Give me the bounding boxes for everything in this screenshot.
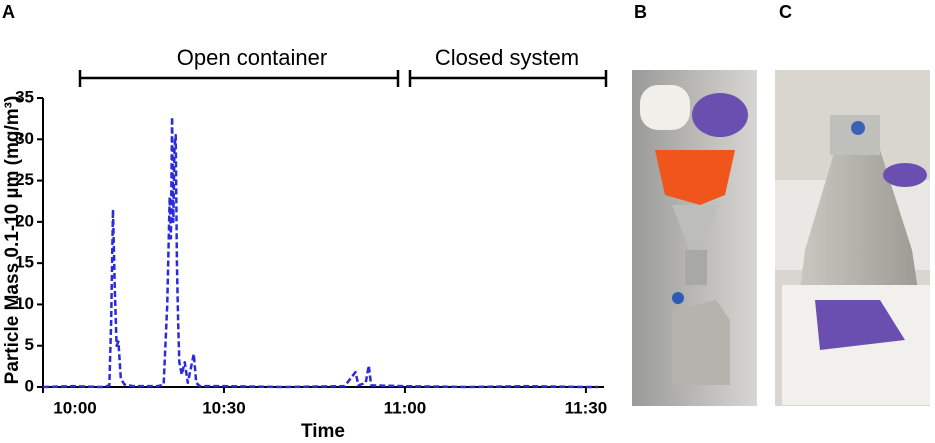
- panel-label: A: [2, 2, 15, 22]
- y-tick-label: 15: [15, 253, 34, 272]
- photo-c: [775, 70, 930, 406]
- y-tick-label: 35: [15, 87, 34, 106]
- x-axis-label: Time: [301, 421, 345, 442]
- x-tick-label: 10:30: [202, 398, 245, 417]
- panel-label: B: [634, 2, 647, 22]
- y-tick-label: 20: [15, 211, 34, 230]
- x-tick-label: 11:00: [384, 398, 427, 417]
- y-tick-label: 30: [15, 129, 34, 148]
- x-tick-label: 11:30: [565, 398, 608, 417]
- annotation: Closed system: [435, 45, 579, 70]
- y-tick-label: 10: [15, 294, 34, 313]
- y-tick-label: 5: [25, 335, 34, 354]
- annotation: Open container: [177, 45, 327, 70]
- data-line: [42, 115, 598, 389]
- panel-label: C: [779, 2, 792, 22]
- bracket: [78, 70, 608, 87]
- y-tick-label: 0: [25, 376, 34, 395]
- y-tick-label: 25: [15, 170, 34, 189]
- y-axis-label: Particle Mass 0.1-10 µm (mg/m³): [2, 96, 23, 385]
- photo-b: [632, 70, 757, 406]
- x-tick-label: 10:00: [53, 398, 96, 417]
